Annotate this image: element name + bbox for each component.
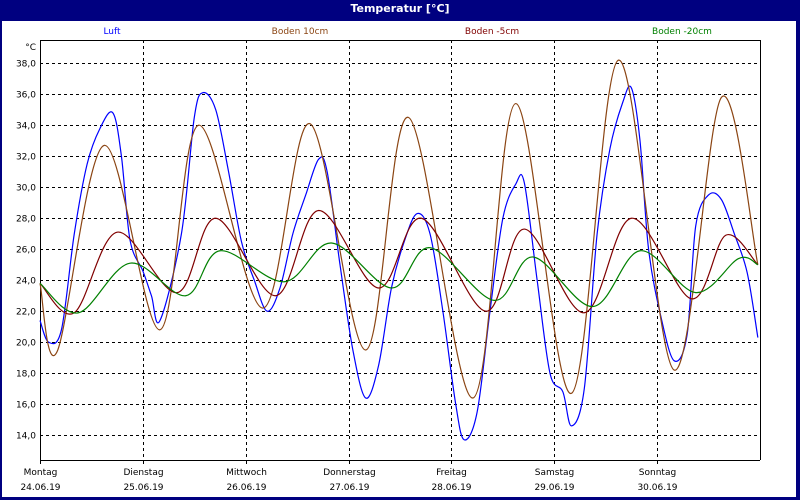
- y-tick-label: 20,0: [16, 339, 36, 349]
- x-tick-date: 30.06.19: [637, 483, 677, 493]
- y-tick-label: 22,0: [16, 308, 36, 318]
- x-tick-date: 25.06.19: [123, 483, 163, 493]
- legend-boden-5cm: Boden -5cm: [465, 27, 519, 37]
- x-tick-date: 26.06.19: [226, 483, 266, 493]
- x-tick-date: 27.06.19: [329, 483, 369, 493]
- x-tick-date: 29.06.19: [534, 483, 574, 493]
- x-tick-day: Donnerstag: [323, 468, 376, 478]
- legend-boden-10cm: Boden 10cm: [272, 27, 329, 37]
- y-tick-label: 38,0: [16, 60, 36, 70]
- x-tick-day: Montag: [24, 468, 58, 478]
- y-tick-label: 34,0: [16, 122, 36, 132]
- temperature-chart: 14,0 16,0 18,0 20,0 22,0 24,0 26,0 28,0 30,0 32,0…: [16, 27, 761, 493]
- x-tick-date: 28.06.19: [431, 483, 471, 493]
- series-line-boden-20cm: [39, 242, 759, 314]
- y-tick-label: 30,0: [16, 184, 36, 194]
- y-tick-label: 14,0: [16, 432, 36, 442]
- legend-boden-20cm: Boden -20cm: [652, 27, 712, 37]
- y-axis-label: °C: [25, 43, 36, 53]
- y-tick-label: 24,0: [16, 277, 36, 287]
- y-tick-label: 18,0: [16, 370, 36, 380]
- x-tick-day: Mittwoch: [226, 468, 267, 478]
- chart-panel: 14,0 16,0 18,0 20,0 22,0 24,0 26,0 28,0 30,0 32,0…: [2, 21, 796, 497]
- y-tick-label: 26,0: [16, 246, 36, 256]
- series-line-luft: [39, 85, 759, 441]
- y-tick-label: 16,0: [16, 401, 36, 411]
- window-title: Temperatur [°C]: [350, 2, 450, 15]
- x-tick-day: Dienstag: [123, 468, 163, 478]
- y-tick-label: 36,0: [16, 91, 36, 101]
- legend-luft: Luft: [103, 27, 121, 37]
- y-tick-label: 32,0: [16, 153, 36, 163]
- x-tick-date: 24.06.19: [20, 483, 60, 493]
- x-tick-day: Sonntag: [639, 468, 676, 478]
- series-line-boden-10cm: [39, 59, 759, 399]
- x-tick-day: Freitag: [436, 468, 467, 478]
- x-tick-day: Samstag: [535, 468, 574, 478]
- y-tick-label: 28,0: [16, 215, 36, 225]
